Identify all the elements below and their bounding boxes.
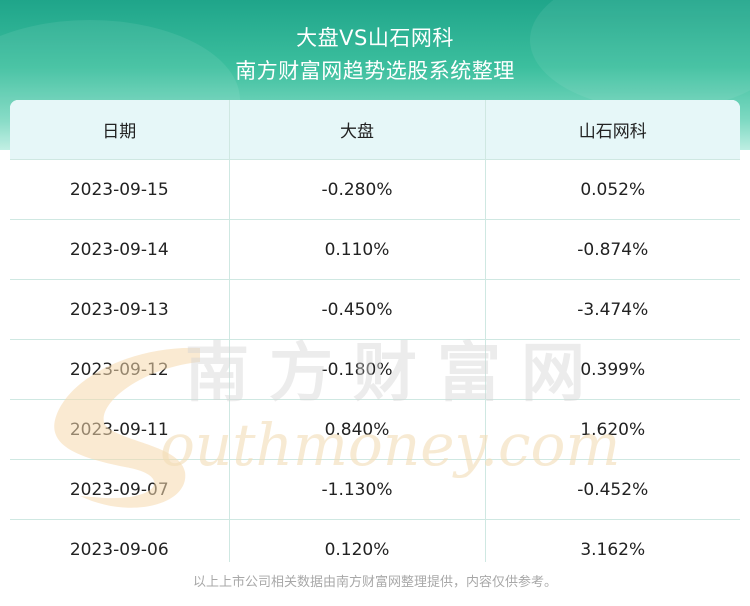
table-row: 2023-09-07 -1.130% -0.452% bbox=[10, 459, 740, 520]
date-cell: 2023-09-06 bbox=[10, 519, 230, 562]
column-header-date: 日期 bbox=[10, 100, 230, 160]
date-cell: 2023-09-11 bbox=[10, 399, 230, 460]
date-cell: 2023-09-07 bbox=[10, 459, 230, 520]
comparison-table: 日期 大盘 山石网科 2023-09-15 -0.280% 0.052% 202… bbox=[10, 100, 740, 562]
stock-change-cell: 0.052% bbox=[485, 159, 740, 220]
column-header-stock: 山石网科 bbox=[485, 100, 740, 160]
stock-change-cell: -3.474% bbox=[485, 279, 740, 340]
page-title: 大盘VS山石网科 bbox=[296, 26, 454, 50]
market-change-cell: 0.110% bbox=[229, 219, 486, 280]
stock-change-cell: 3.162% bbox=[485, 519, 740, 562]
market-change-cell: 0.840% bbox=[229, 399, 486, 460]
table-card: 日期 大盘 山石网科 2023-09-15 -0.280% 0.052% 202… bbox=[10, 100, 740, 562]
market-change-cell: 0.120% bbox=[229, 519, 486, 562]
date-cell: 2023-09-14 bbox=[10, 219, 230, 280]
table-row: 2023-09-11 0.840% 1.620% bbox=[10, 399, 740, 460]
market-change-cell: -0.180% bbox=[229, 339, 486, 400]
column-header-market: 大盘 bbox=[229, 100, 486, 160]
market-change-cell: -1.130% bbox=[229, 459, 486, 520]
table-header-row: 日期 大盘 山石网科 bbox=[10, 100, 740, 160]
header-banner: 大盘VS山石网科 南方财富网趋势选股系统整理 bbox=[0, 0, 750, 150]
stock-change-cell: 1.620% bbox=[485, 399, 740, 460]
date-cell: 2023-09-12 bbox=[10, 339, 230, 400]
market-change-cell: -0.280% bbox=[229, 159, 486, 220]
table-row: 2023-09-12 -0.180% 0.399% bbox=[10, 339, 740, 400]
stock-change-cell: -0.452% bbox=[485, 459, 740, 520]
table-row: 2023-09-15 -0.280% 0.052% bbox=[10, 159, 740, 220]
table-row: 2023-09-06 0.120% 3.162% bbox=[10, 519, 740, 562]
table-row: 2023-09-14 0.110% -0.874% bbox=[10, 219, 740, 280]
page-subtitle: 南方财富网趋势选股系统整理 bbox=[235, 59, 515, 83]
stock-change-cell: -0.874% bbox=[485, 219, 740, 280]
stock-change-cell: 0.399% bbox=[485, 339, 740, 400]
date-cell: 2023-09-13 bbox=[10, 279, 230, 340]
market-change-cell: -0.450% bbox=[229, 279, 486, 340]
date-cell: 2023-09-15 bbox=[10, 159, 230, 220]
table-row: 2023-09-13 -0.450% -3.474% bbox=[10, 279, 740, 340]
footer-note: 以上上市公司相关数据由南方财富网整理提供，内容仅供参考。 bbox=[192, 575, 557, 590]
